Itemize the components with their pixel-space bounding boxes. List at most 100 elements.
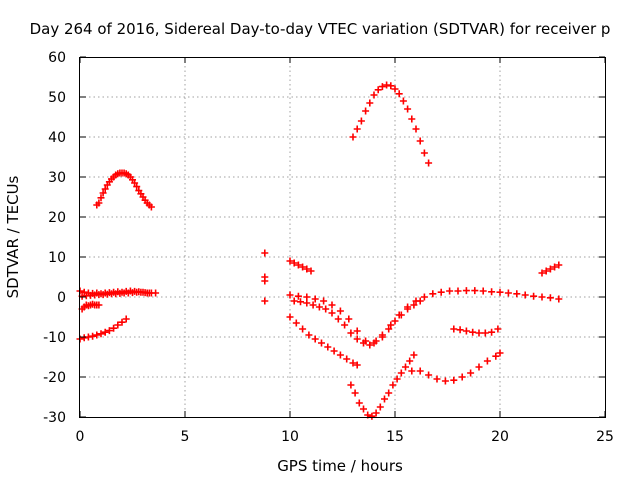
data-point bbox=[397, 369, 405, 377]
data-point bbox=[416, 137, 424, 145]
data-point bbox=[286, 257, 294, 265]
data-point bbox=[454, 287, 462, 295]
data-point bbox=[105, 327, 113, 335]
data-point bbox=[404, 105, 412, 113]
data-point bbox=[315, 303, 323, 311]
data-point bbox=[305, 331, 313, 339]
data-point bbox=[318, 339, 325, 347]
data-point bbox=[299, 263, 307, 271]
data-point bbox=[145, 289, 153, 297]
series-14 bbox=[538, 261, 563, 277]
data-point bbox=[328, 309, 336, 317]
data-point bbox=[118, 318, 126, 326]
data-point bbox=[95, 199, 103, 207]
y-tick-label: 30 bbox=[48, 170, 66, 186]
series-3 bbox=[93, 169, 155, 211]
y-tick-label: -20 bbox=[43, 370, 66, 386]
data-point bbox=[378, 331, 386, 339]
data-point bbox=[456, 326, 464, 334]
series-10 bbox=[286, 313, 361, 369]
data-point bbox=[95, 301, 103, 309]
data-point bbox=[469, 328, 477, 336]
chart-title: Day 264 of 2016, Sidereal Day-to-day VTE… bbox=[30, 20, 611, 38]
data-point bbox=[483, 357, 491, 365]
data-point bbox=[131, 179, 139, 187]
data-point bbox=[101, 185, 109, 193]
data-point bbox=[341, 321, 349, 329]
data-point bbox=[488, 288, 496, 296]
data-point bbox=[446, 287, 454, 295]
data-point bbox=[492, 352, 500, 360]
data-point bbox=[357, 117, 365, 125]
data-point bbox=[334, 315, 342, 323]
series-11 bbox=[347, 351, 418, 420]
data-point bbox=[397, 311, 405, 319]
data-point bbox=[555, 261, 563, 269]
data-point bbox=[351, 389, 359, 397]
data-point bbox=[530, 292, 538, 300]
x-tick-label: 20 bbox=[491, 429, 509, 445]
data-point bbox=[429, 290, 437, 298]
data-point bbox=[410, 351, 418, 359]
series-4 bbox=[76, 315, 130, 343]
data-point bbox=[345, 315, 353, 323]
data-point bbox=[355, 399, 363, 407]
data-point bbox=[110, 324, 118, 332]
data-point bbox=[467, 369, 475, 377]
data-point bbox=[292, 319, 300, 327]
data-point bbox=[385, 325, 393, 333]
data-point bbox=[320, 297, 328, 305]
data-point bbox=[311, 335, 319, 343]
x-tick-label: 0 bbox=[76, 429, 85, 445]
data-point bbox=[349, 133, 357, 141]
data-point bbox=[412, 125, 420, 133]
data-point bbox=[437, 288, 445, 296]
data-point bbox=[368, 412, 376, 420]
data-point bbox=[97, 330, 105, 338]
data-point bbox=[147, 203, 155, 211]
y-tick-label: 60 bbox=[48, 50, 66, 66]
data-point bbox=[475, 329, 483, 337]
y-tick-label: 50 bbox=[48, 90, 66, 106]
data-point bbox=[372, 337, 380, 345]
y-tick-label: -10 bbox=[43, 330, 66, 346]
data-point bbox=[450, 376, 458, 384]
data-point bbox=[496, 288, 504, 296]
series-6 bbox=[286, 257, 315, 275]
data-point bbox=[324, 343, 332, 351]
data-point bbox=[402, 363, 409, 371]
ticks-layer: 0 5 10 15 20 25 60 50 40 30 20 10 0 -10 -20 -30 bbox=[43, 50, 614, 445]
data-point bbox=[343, 355, 351, 363]
data-point bbox=[538, 293, 546, 301]
data-point bbox=[97, 194, 105, 202]
data-point bbox=[488, 328, 496, 336]
grid-layer bbox=[80, 57, 605, 417]
series-1 bbox=[76, 287, 160, 300]
data-point bbox=[433, 375, 441, 383]
y-tick-label: 20 bbox=[48, 210, 66, 226]
data-point bbox=[286, 291, 294, 299]
data-point bbox=[479, 287, 487, 295]
data-point bbox=[546, 265, 554, 273]
data-point bbox=[504, 289, 512, 297]
data-point bbox=[378, 83, 386, 91]
data-point bbox=[303, 265, 311, 273]
series-7 bbox=[349, 81, 433, 167]
data-point bbox=[408, 115, 416, 123]
data-point bbox=[360, 339, 367, 347]
data-point bbox=[494, 325, 502, 333]
data-point bbox=[408, 367, 416, 375]
data-point bbox=[290, 259, 298, 267]
data-point bbox=[294, 261, 302, 269]
data-point bbox=[311, 295, 319, 303]
data-point bbox=[347, 381, 355, 389]
series-13 bbox=[450, 325, 502, 337]
data-point bbox=[389, 381, 397, 389]
data-point bbox=[391, 317, 399, 325]
series-2 bbox=[78, 300, 103, 313]
data-point bbox=[513, 290, 521, 298]
series-8 bbox=[286, 287, 563, 347]
data-point bbox=[349, 359, 357, 367]
data-point bbox=[496, 349, 504, 357]
